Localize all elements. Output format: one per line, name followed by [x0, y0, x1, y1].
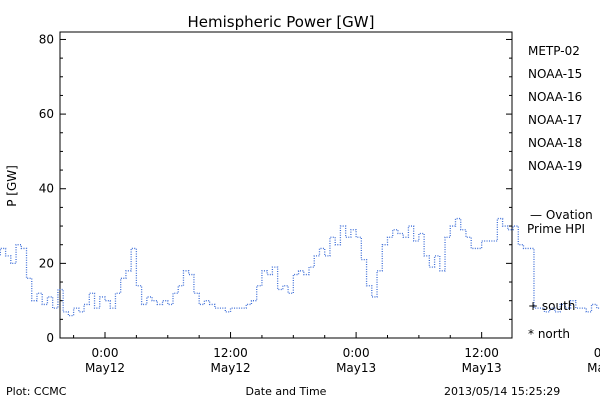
y-axis: 0 20 40 60 80: [39, 32, 512, 345]
ovation-line: [0, 217, 600, 317]
marker-legend-item: * north: [528, 327, 570, 341]
x-tick-label-time: 0:00: [92, 346, 119, 360]
ovation-label-line1: — Ovation: [530, 208, 593, 222]
footer-left: Plot: CCMC: [6, 385, 67, 398]
y-tick-label: 20: [39, 256, 54, 270]
x-tick-label-time: 0:00: [594, 346, 600, 360]
y-axis-label: P [GW]: [5, 165, 19, 207]
x-tick-label-date: May12: [211, 361, 251, 375]
marker-legend-item: + south: [528, 299, 575, 313]
legend-item: NOAA-17: [528, 113, 582, 127]
x-tick-label-time: 12:00: [464, 346, 499, 360]
legend-item: METP-02: [528, 44, 580, 58]
y-tick-label: 40: [39, 182, 54, 196]
legend-item: NOAA-19: [528, 159, 582, 173]
marker-legend: + south * north: [528, 299, 575, 341]
y-tick-label: 60: [39, 107, 54, 121]
x-tick-label-date: May12: [85, 361, 125, 375]
y-tick-label: 0: [46, 331, 54, 345]
y-tick-label: 80: [39, 32, 54, 46]
x-axis: 0:00May1212:00May120:00May1312:00May130:…: [73, 332, 600, 375]
x-axis-label: Date and Time: [246, 385, 327, 398]
x-tick-label-time: 12:00: [213, 346, 248, 360]
observation-points: [0, 55, 600, 336]
ovation-label-line2: Prime HPI: [527, 222, 585, 236]
ovation-series: [0, 217, 600, 317]
plot-frame: [59, 31, 513, 339]
footer-right: 2013/05/14 15:25:29: [444, 385, 560, 398]
legend-item: NOAA-18: [528, 136, 582, 150]
x-tick-label-time: 0:00: [343, 346, 370, 360]
legend: METP-02 NOAA-15 NOAA-16 NOAA-17 NOAA-18 NOAA-…: [528, 44, 582, 173]
x-tick-label-date: May13: [462, 361, 502, 375]
legend-item: NOAA-15: [528, 67, 582, 81]
x-tick-label-date: May13: [336, 361, 376, 375]
x-tick-label-date: May14: [587, 361, 600, 375]
legend-item: NOAA-16: [528, 90, 582, 104]
chart-title: Hemispheric Power [GW]: [188, 13, 375, 31]
